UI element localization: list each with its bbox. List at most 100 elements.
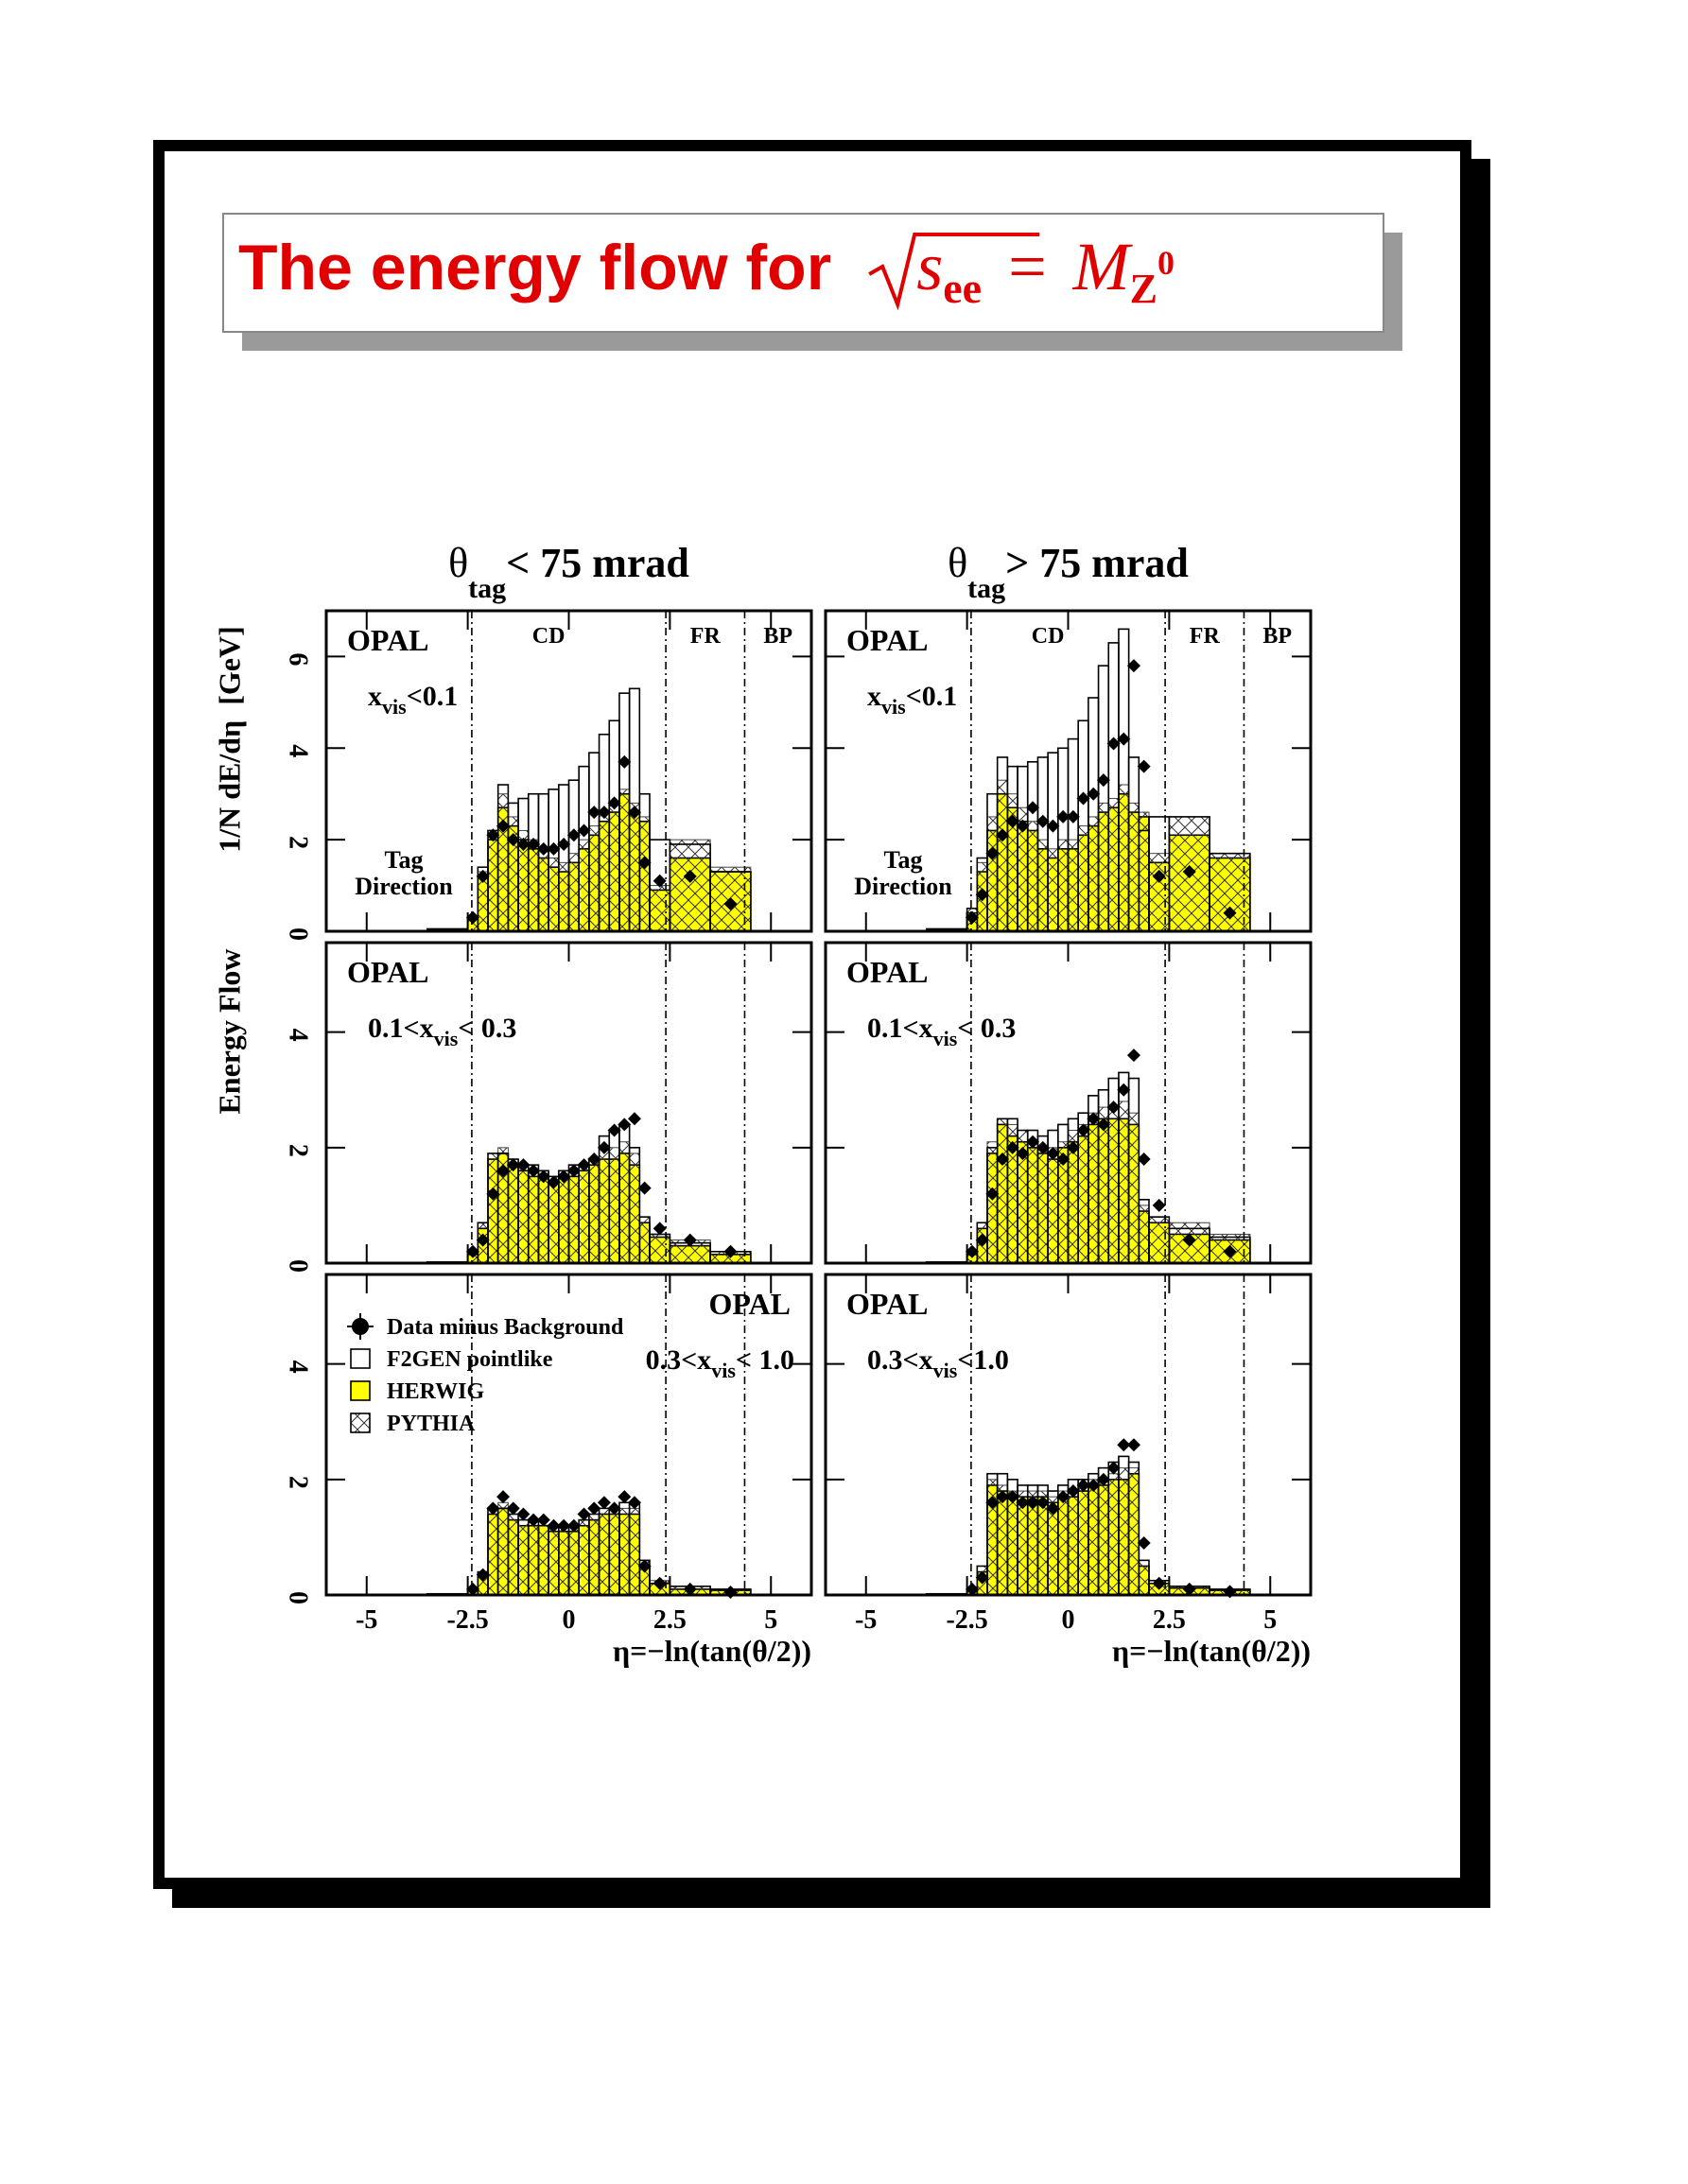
pythia-bar [537,1525,549,1596]
pythia-bar [588,1513,600,1596]
legend-label: HERWIG [387,1379,485,1404]
cut-label: 0.3<xvis< 1.0 [646,1344,794,1382]
pythia-bar [1107,1106,1120,1264]
pythia-bar [1027,1141,1038,1264]
cut-post: < 0.3 [458,1013,516,1044]
pythia-bar [618,1141,631,1264]
data-point [566,1164,581,1178]
data-point [486,828,500,842]
pythia-bar [558,861,569,932]
pythia-bar [1098,802,1109,932]
data-point [476,1568,490,1582]
pythia-bar [578,1519,590,1596]
data-point [653,1222,667,1236]
pythia-bar [578,839,590,932]
data-point [1046,819,1060,833]
title-formula: see = MZ0 [916,229,1175,312]
data-point [975,888,989,902]
pythia-bar [629,1153,640,1264]
pythia-bar [669,839,711,932]
pythia-bar [1077,1123,1089,1264]
data-point [1046,1501,1060,1516]
experiment-label: OPAL [347,955,429,989]
data-point [566,1518,581,1533]
region-label: FR [690,624,722,649]
data-point [683,1233,697,1247]
cut-post: < 0.3 [957,1013,1016,1044]
pythia-bar [649,885,670,932]
data-point [1137,759,1151,773]
pythia-bar [487,1153,499,1264]
data-point [653,874,667,888]
data-point [1076,791,1090,806]
pythia-bar [588,825,600,932]
data-point [516,837,531,851]
formula-sub: ee [943,264,982,312]
pythia-bar [986,1141,999,1264]
data-point [627,806,641,820]
data-point [1026,1496,1040,1510]
pythia-bar [1077,825,1089,932]
pythia-bar [1047,848,1059,932]
pythia-bar [558,1170,569,1264]
data-point [496,819,511,833]
pythia-bar [487,1507,499,1596]
cut-sub: vis [382,695,407,719]
pythia-bar [997,1118,1008,1264]
data-point [476,869,490,883]
pythia-bar [638,816,651,932]
annotation: Tag [385,846,424,874]
data-point [627,1496,641,1510]
data-point [1106,1461,1121,1475]
cut-post: <0.1 [407,681,459,712]
column-title: θtag< 75 mrad [448,540,689,604]
pythia-bar [588,1158,600,1264]
region-label: CD [532,624,566,649]
data-point [965,1582,979,1596]
data-point [985,1496,1000,1510]
pythia-bar [1088,1479,1100,1596]
pythia-bar [1088,1112,1100,1264]
cut-pre: 0.3< [646,1344,698,1376]
pythia-bar [1036,1147,1049,1264]
data-point [985,1187,1000,1201]
data-point [1005,1490,1019,1504]
data-point [597,1496,611,1510]
cut-label: 0.1<xvis< 0.3 [867,1013,1016,1050]
x-tick-label: -2.5 [946,1605,987,1635]
data-point [557,1518,571,1533]
column-title: θtag> 75 mrad [948,540,1189,604]
cut-post: <1.0 [957,1344,1009,1376]
y-tick-label: 4 [284,1361,313,1374]
pythia-bar [1077,1484,1089,1596]
title-symbol: θ [448,540,468,586]
data-point [996,1490,1010,1504]
pythia-bar [487,829,499,932]
x-axis-label: η=−ln(tan(θ/2)) [613,1634,811,1668]
pythia-bar [1118,1101,1130,1264]
cut-var: x [697,1344,711,1376]
data-point [653,1576,667,1590]
data-point [597,1140,611,1154]
page-title: The energy flow for [238,232,831,303]
pythia-bar [1098,1479,1109,1596]
data-point [496,1490,511,1504]
cut-label: 0.1<xvis< 0.3 [368,1013,516,1050]
data-point [1056,1153,1070,1167]
pythia-bar [638,1216,651,1264]
cut-sub: vis [711,1359,736,1382]
data-point [1152,1198,1166,1212]
data-point [975,1570,989,1585]
pythia-bar [1036,839,1049,932]
y-tick-label: 6 [284,652,313,666]
data-point [1066,1140,1080,1154]
pythia-bar [1006,793,1018,932]
x-tick-label: 0 [563,1605,576,1635]
pythia-bar [1057,1490,1069,1596]
y-axis-label: Energy Flow [212,948,246,1114]
y-tick-label: 4 [284,1029,313,1042]
data-point [527,1513,541,1527]
sqrt-sign [868,233,1040,311]
